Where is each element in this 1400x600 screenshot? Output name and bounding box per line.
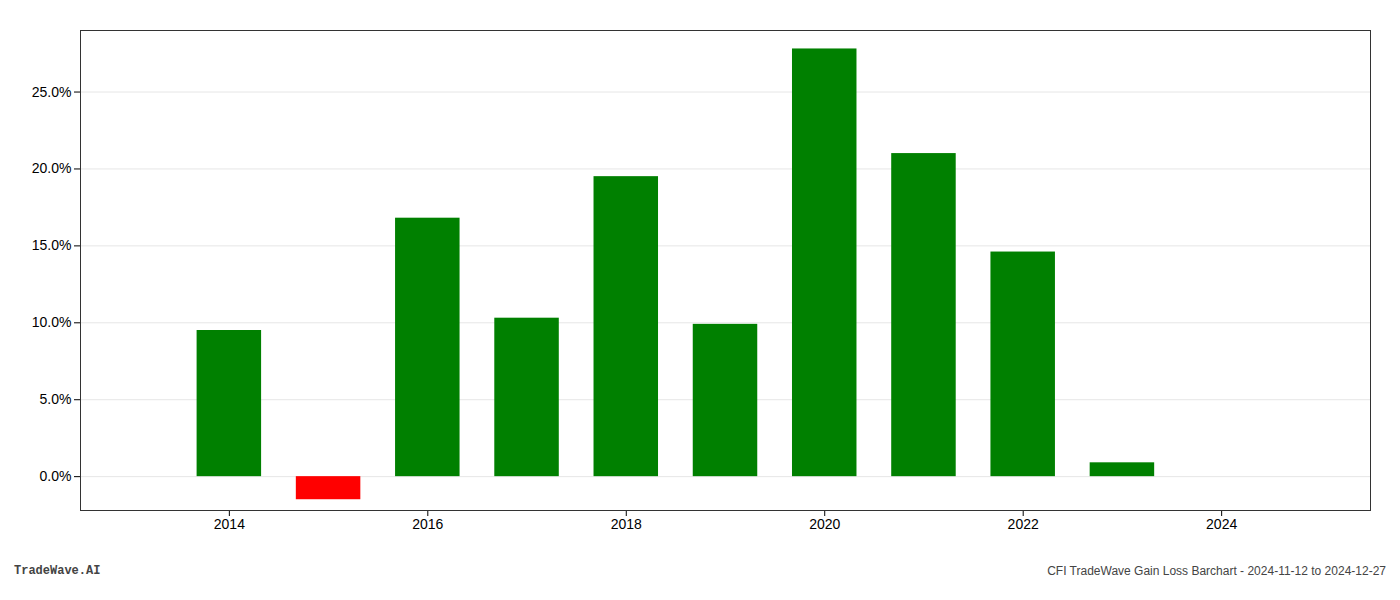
svg-text:2018: 2018 <box>611 516 642 532</box>
svg-text:20.0%: 20.0% <box>32 160 72 176</box>
svg-text:2020: 2020 <box>809 516 840 532</box>
html-text:TradeWave.AI: TradeWave.AI <box>14 564 101 578</box>
svg-text:0.0%: 0.0% <box>40 468 72 484</box>
svg-text:15.0%: 15.0% <box>32 237 72 253</box>
svg-text:10.0%: 10.0% <box>32 314 72 330</box>
html-text:CFI TradeWave Gain Loss Barcha: CFI TradeWave Gain Loss Barchart - 2024-… <box>1047 564 1386 578</box>
svg-text:2014: 2014 <box>214 516 245 532</box>
svg-text:2022: 2022 <box>1008 516 1039 532</box>
svg-text:5.0%: 5.0% <box>40 391 72 407</box>
svg-text:2016: 2016 <box>412 516 443 532</box>
svg-text:25.0%: 25.0% <box>32 84 72 100</box>
svg-text:2024: 2024 <box>1206 516 1237 532</box>
